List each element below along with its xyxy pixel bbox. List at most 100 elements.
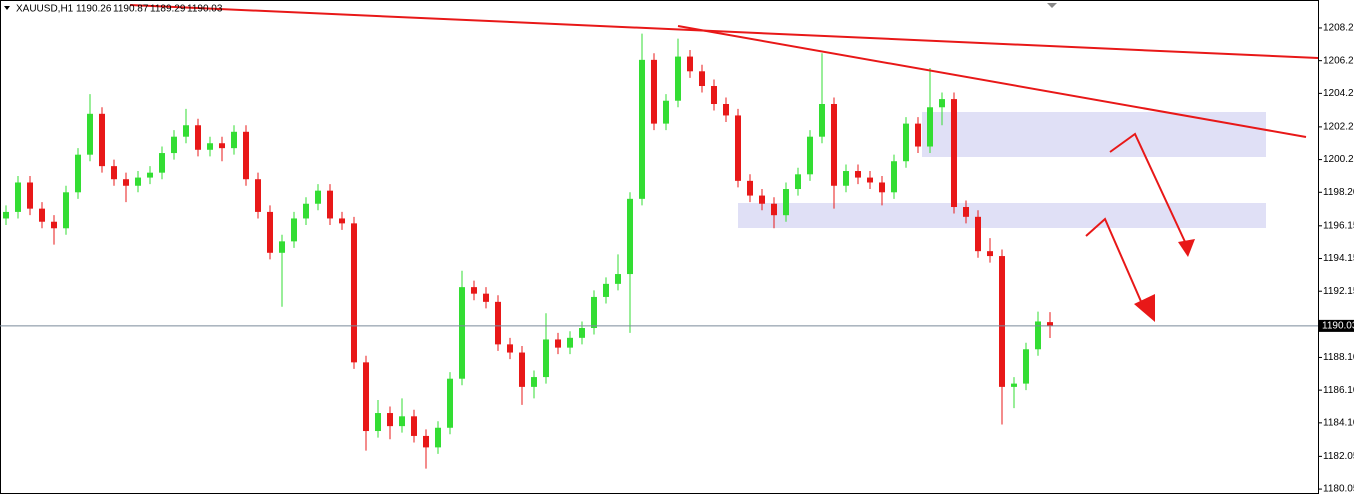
y-tick-label: 1182.05 <box>1323 451 1354 462</box>
candle-body <box>675 56 681 101</box>
candle-body <box>831 103 837 186</box>
header-value: 1190.26 <box>76 4 112 15</box>
candle-body <box>855 171 861 178</box>
arrow-head <box>1178 239 1195 257</box>
candle-body <box>435 427 441 448</box>
candle-body <box>591 296 597 329</box>
candle-body <box>867 177 873 183</box>
candle-body <box>711 86 717 104</box>
candle-body <box>783 189 789 216</box>
candle-body <box>759 195 765 204</box>
candle-body <box>339 218 345 224</box>
candle-body <box>1035 321 1041 350</box>
candle-body <box>723 103 729 116</box>
header-value: 1190.03 <box>187 4 223 15</box>
candle-body <box>231 131 237 149</box>
candle-body <box>99 113 105 167</box>
arrow-head <box>1134 294 1155 322</box>
candle-body <box>459 287 465 379</box>
y-tick-label: 1200.20 <box>1323 154 1354 165</box>
candle-body <box>171 136 177 154</box>
candle-body <box>483 293 489 302</box>
candle-body <box>795 174 801 190</box>
plot-frame <box>0 0 1319 494</box>
scroll-marker <box>1047 3 1057 8</box>
arrow <box>1085 217 1144 307</box>
candle-body <box>1047 322 1053 326</box>
candle-body <box>687 56 693 72</box>
candle-body <box>183 125 189 137</box>
y-tick-label: 1198.20 <box>1323 187 1354 198</box>
candle-body <box>627 198 633 275</box>
candle-body <box>267 211 273 253</box>
y-tick-label: 1186.10 <box>1323 385 1354 396</box>
candle-body <box>15 182 21 212</box>
candle-body <box>51 221 57 229</box>
menu-triangle <box>4 6 10 10</box>
candle-body <box>915 123 921 147</box>
candle-body <box>423 435 429 448</box>
header-value: 1190.87 <box>113 4 149 15</box>
candle-body <box>747 180 753 196</box>
candle-body <box>195 125 201 150</box>
y-tick-label: 1204.25 <box>1323 88 1354 99</box>
candle-body <box>555 339 561 348</box>
y-tick-label: 1196.15 <box>1323 220 1354 231</box>
candle-body <box>927 107 933 147</box>
candle-body <box>1023 349 1029 384</box>
candle-body <box>1011 383 1017 387</box>
candle-body <box>351 223 357 363</box>
candle-body <box>951 99 957 208</box>
candle-body <box>735 115 741 181</box>
candle-body <box>135 177 141 186</box>
candle-body <box>807 136 813 175</box>
candle-body <box>891 161 897 193</box>
candle-body <box>303 203 309 219</box>
candle-body <box>243 131 249 180</box>
y-tick-label: 1208.25 <box>1323 23 1354 34</box>
candle-body <box>603 283 609 297</box>
candle-body <box>663 100 669 124</box>
candle-body <box>111 166 117 180</box>
candle-body <box>531 377 537 387</box>
arrow <box>1109 132 1187 245</box>
candle-body <box>315 190 321 204</box>
header-value: 1189.29 <box>150 4 186 15</box>
trend-line <box>129 4 1319 59</box>
y-tick-label: 1184.10 <box>1323 417 1354 428</box>
candle-body <box>843 171 849 186</box>
candle-body <box>699 71 705 87</box>
candle-body <box>3 211 9 219</box>
candle-body <box>87 113 93 155</box>
candle-body <box>963 207 969 217</box>
candle-body <box>615 274 621 284</box>
candle-body <box>567 337 573 348</box>
candle-body <box>159 153 165 173</box>
candle-body <box>987 251 993 257</box>
candle-body <box>363 362 369 432</box>
candle-body <box>495 301 501 345</box>
candle-body <box>219 143 225 149</box>
candle-body <box>279 241 285 253</box>
y-tick-label: 1192.15 <box>1323 286 1354 297</box>
candle-body <box>543 339 549 378</box>
zone-box <box>922 112 1266 157</box>
y-tick-label: 1180.05 <box>1323 484 1354 495</box>
candle-body <box>291 218 297 242</box>
price-label: 1190.03 <box>1322 321 1354 332</box>
y-tick-label: 1188.10 <box>1323 352 1354 363</box>
y-tick-label: 1206.25 <box>1323 55 1354 66</box>
candle-body <box>471 287 477 294</box>
candle-body <box>375 413 381 432</box>
candle-body <box>387 413 393 427</box>
candle-body <box>399 416 405 427</box>
candle-body <box>519 352 525 387</box>
candle-body <box>63 192 69 229</box>
candle-body <box>903 123 909 162</box>
candle-body <box>255 179 261 212</box>
candle-body <box>879 182 885 193</box>
candle-body <box>123 179 129 186</box>
candle-body <box>507 344 513 353</box>
candle-body <box>147 172 153 178</box>
